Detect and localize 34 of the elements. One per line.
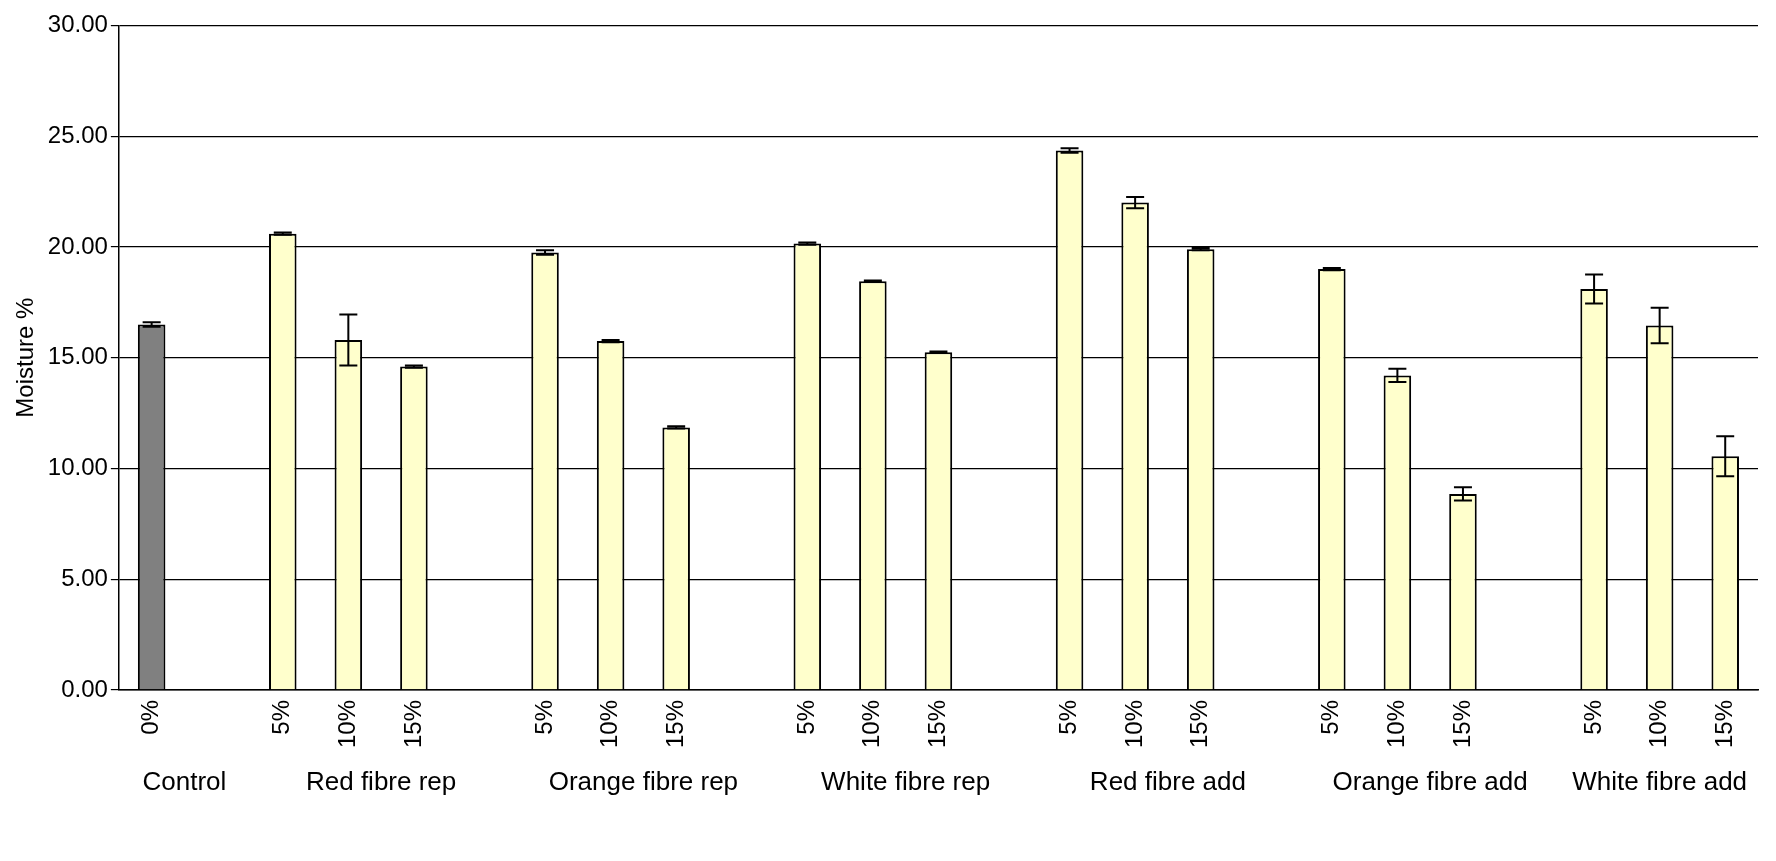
x-tick-label: 5%	[1578, 699, 1606, 735]
x-tick-label: 0%	[136, 699, 164, 735]
text: Orange fibre add	[1332, 766, 1528, 797]
y-axis-title: Moisture %	[11, 297, 39, 418]
x-tick-label: 5%	[529, 699, 557, 735]
y-tick-label: 5.00	[61, 563, 108, 591]
text: Orange fibre rep	[548, 766, 739, 797]
x-tick-label: 10%	[1382, 699, 1410, 749]
x-tick-label: 10%	[595, 699, 623, 749]
y-tick-label: 20.00	[47, 231, 108, 259]
x-tick-label: 15%	[923, 699, 951, 749]
x-tick-label: 5%	[267, 699, 295, 735]
y-tick-label: 30.00	[47, 10, 108, 38]
x-tick-label: 5%	[1054, 699, 1082, 735]
x-tick-label: 15%	[660, 699, 688, 749]
text: White fibre add	[1572, 766, 1748, 797]
x-tick-label: 5%	[1316, 699, 1344, 735]
x-tick-label: 15%	[1709, 699, 1737, 749]
y-tick-label: 25.00	[47, 120, 108, 148]
y-tick-label: 15.00	[47, 342, 108, 370]
text: Red fibre add	[1089, 766, 1246, 797]
x-tick-label: 15%	[398, 699, 426, 749]
text: Control	[142, 766, 227, 797]
x-tick-label: 5%	[791, 699, 819, 735]
x-tick-label: 15%	[1447, 699, 1475, 749]
text: Red fibre rep	[305, 766, 457, 797]
y-tick-label: 10.00	[47, 453, 108, 481]
x-tick-label: 10%	[1119, 699, 1147, 749]
x-tick-label: 15%	[1185, 699, 1213, 749]
y-tick-label: 0.00	[61, 674, 108, 702]
x-tick-label: 10%	[332, 699, 360, 749]
x-tick-label: 10%	[857, 699, 885, 749]
text: White fibre rep	[821, 766, 991, 797]
x-tick-label: 10%	[1644, 699, 1672, 749]
